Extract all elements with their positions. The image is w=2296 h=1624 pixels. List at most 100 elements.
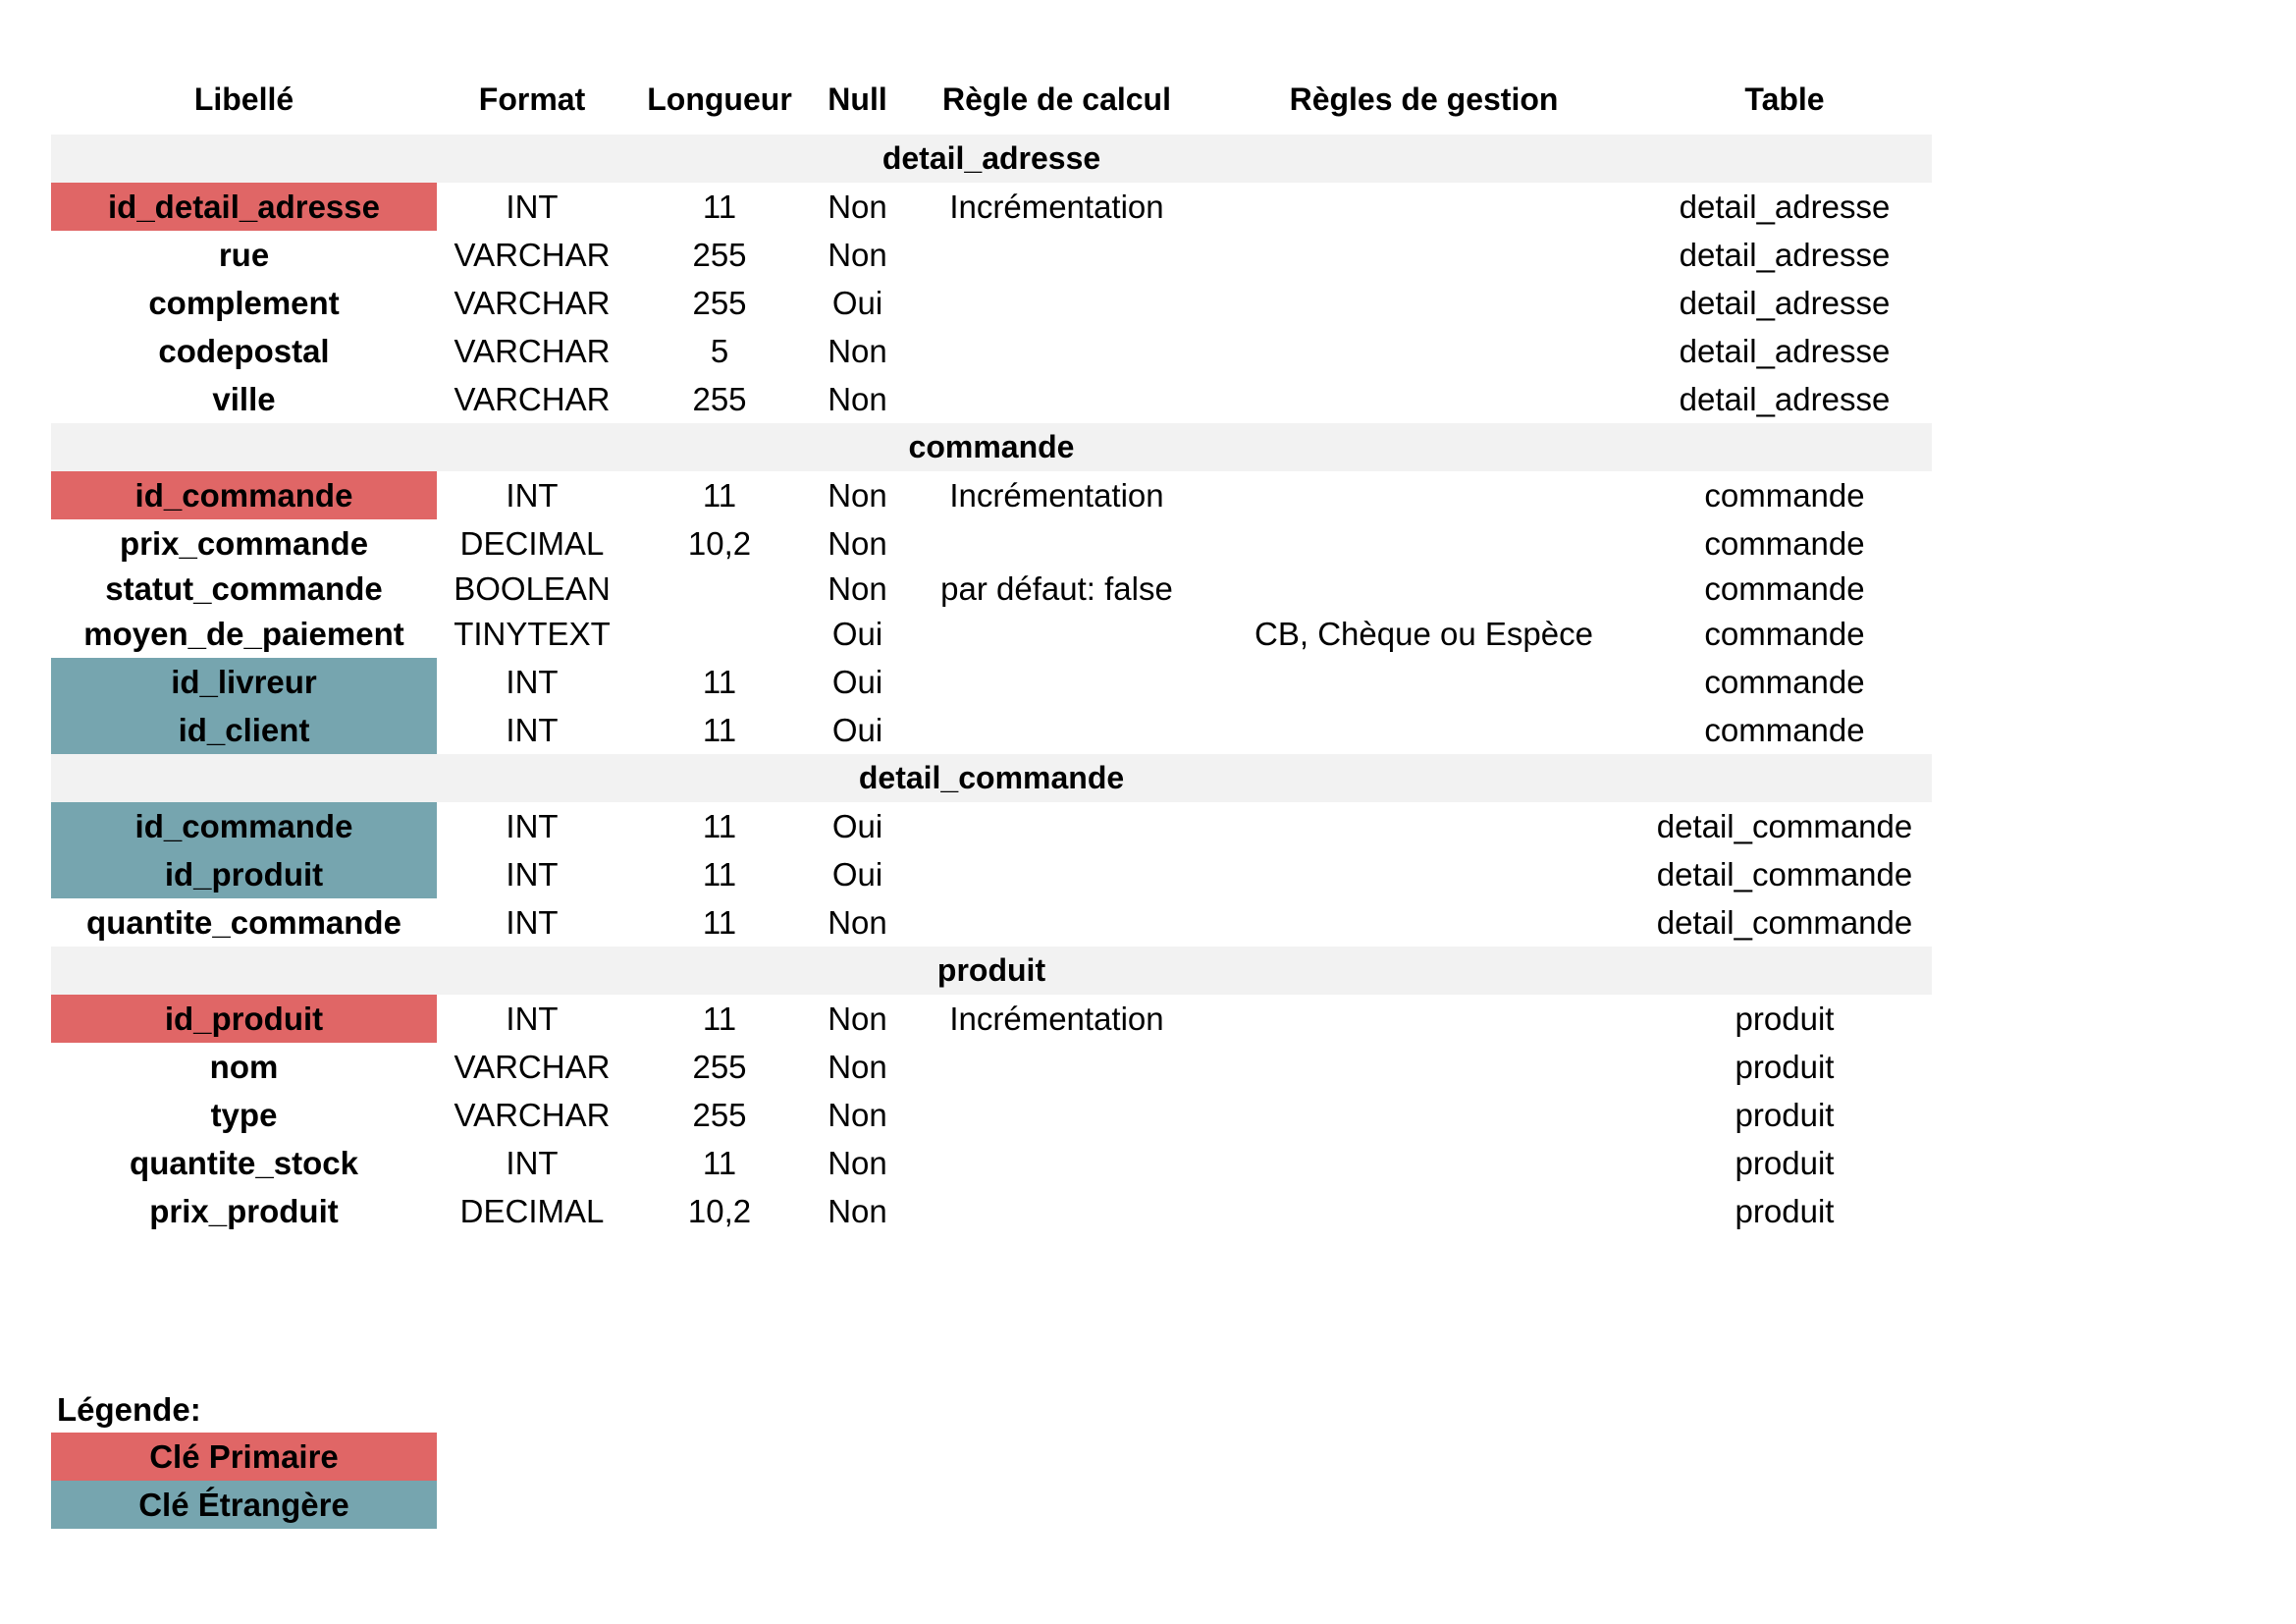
- column-header-longueur: Longueur: [647, 81, 792, 117]
- cell-table: produit: [1735, 1192, 1835, 1229]
- cell-format: INT: [506, 188, 559, 225]
- cell-longueur: 11: [702, 188, 737, 225]
- cell-libelle: prix_produit: [149, 1192, 339, 1229]
- cell-longueur: 11: [702, 855, 737, 893]
- cell-format: VARCHAR: [454, 332, 611, 369]
- cell-table: detail_adresse: [1679, 236, 1891, 273]
- cell-table: produit: [1735, 1000, 1835, 1037]
- column-header-format: Format: [478, 81, 586, 117]
- cell-longueur: [627, 610, 812, 658]
- cell-format: INT: [506, 807, 559, 844]
- legend-primary-key: Clé Primaire: [51, 1433, 437, 1481]
- cell-format: VARCHAR: [454, 1096, 611, 1133]
- cell-regles-gestion: [1210, 1139, 1637, 1187]
- cell-longueur: 11: [702, 476, 737, 514]
- cell-regles-gestion: [1210, 231, 1637, 279]
- cell-regles-gestion: [1210, 568, 1637, 610]
- cell-longueur: 5: [710, 332, 729, 369]
- cell-null: Non: [828, 1144, 887, 1181]
- cell-table: commande: [1704, 615, 1865, 652]
- legend: Légende: Clé Primaire Clé Étrangère: [51, 1387, 437, 1529]
- cell-regle-calcul: par défaut: false: [940, 569, 1173, 607]
- cell-regle-calcul: [903, 898, 1210, 947]
- cell-longueur: 11: [702, 807, 737, 844]
- cell-regles-gestion: [1210, 850, 1637, 898]
- cell-null: Non: [828, 1096, 887, 1133]
- cell-regle-calcul: [903, 327, 1210, 375]
- table-row: rue VARCHAR 255 Non detail_adresse: [51, 231, 1932, 279]
- cell-longueur: 11: [702, 711, 737, 748]
- cell-null: Oui: [831, 807, 883, 844]
- cell-format: INT: [506, 855, 559, 893]
- cell-longueur: 255: [692, 380, 747, 417]
- data-dictionary-table: Libellé Format Longueur Null Règle de ca…: [51, 69, 1932, 1235]
- table-row: prix_commande DECIMAL 10,2 Non commande: [51, 519, 1932, 568]
- cell-regles-gestion: [1210, 375, 1637, 423]
- table-row: id_produit INT 11 Oui detail_commande: [51, 850, 1932, 898]
- cell-regles-gestion: [1210, 706, 1637, 754]
- cell-regle-calcul: [903, 850, 1210, 898]
- cell-table: detail_commande: [1656, 855, 1913, 893]
- section-header-detail-commande: detail_commande: [51, 754, 1932, 802]
- table-row: statut_commande BOOLEAN Non par défaut: fal…: [51, 568, 1932, 610]
- column-header-table: Table: [1744, 81, 1825, 117]
- cell-regle-calcul: [903, 802, 1210, 850]
- legend-title: Légende:: [57, 1391, 201, 1428]
- table-row: type VARCHAR 255 Non produit: [51, 1091, 1932, 1139]
- cell-table: commande: [1704, 524, 1865, 562]
- cell-regle-calcul: Incrémentation: [949, 188, 1164, 225]
- column-header-null: Null: [828, 81, 887, 117]
- cell-regles-gestion: [1210, 802, 1637, 850]
- cell-table: produit: [1735, 1144, 1835, 1181]
- table-header-row: Libellé Format Longueur Null Règle de ca…: [51, 69, 1932, 135]
- cell-format: INT: [506, 663, 559, 700]
- cell-libelle: id_produit: [51, 850, 437, 898]
- cell-table: detail_adresse: [1679, 284, 1891, 321]
- cell-libelle: moyen_de_paiement: [83, 615, 404, 652]
- column-header-regle-calcul: Règle de calcul: [942, 81, 1171, 117]
- cell-regle-calcul: Incrémentation: [949, 1000, 1164, 1037]
- cell-format: VARCHAR: [454, 380, 611, 417]
- cell-format: TINYTEXT: [454, 615, 611, 652]
- cell-regles-gestion: [1210, 1043, 1637, 1091]
- cell-regle-calcul: [903, 1043, 1210, 1091]
- table-body: detail_adresse id_detail_adresse INT 11 Non I…: [51, 135, 1932, 1235]
- cell-libelle: id_produit: [51, 995, 437, 1043]
- cell-regles-gestion: [1210, 995, 1637, 1043]
- cell-longueur: 11: [702, 903, 737, 941]
- cell-regle-calcul: [903, 231, 1210, 279]
- cell-table: detail_commande: [1656, 807, 1913, 844]
- cell-regles-gestion: CB, Chèque ou Espèce: [1255, 615, 1593, 652]
- cell-regle-calcul: Incrémentation: [949, 476, 1164, 514]
- cell-libelle: statut_commande: [105, 569, 383, 607]
- cell-regles-gestion: [1210, 658, 1637, 706]
- table-row: complement VARCHAR 255 Oui detail_adresse: [51, 279, 1932, 327]
- cell-format: VARCHAR: [454, 236, 611, 273]
- cell-format: DECIMAL: [459, 524, 605, 562]
- table-row: id_produit INT 11 Non Incrémentation produit: [51, 995, 1932, 1043]
- legend-foreign-key: Clé Étrangère: [51, 1481, 437, 1529]
- cell-longueur: 11: [702, 1000, 737, 1037]
- cell-null: Oui: [831, 711, 883, 748]
- cell-regle-calcul: [903, 519, 1210, 568]
- cell-regle-calcul: [903, 658, 1210, 706]
- cell-null: Non: [828, 1192, 887, 1229]
- cell-libelle: id_detail_adresse: [51, 183, 437, 231]
- cell-table: produit: [1735, 1096, 1835, 1133]
- cell-regle-calcul: [903, 1139, 1210, 1187]
- section-header-commande: commande: [51, 423, 1932, 471]
- cell-regles-gestion: [1210, 519, 1637, 568]
- table-row: id_client INT 11 Oui commande: [51, 706, 1932, 754]
- cell-format: VARCHAR: [454, 284, 611, 321]
- table-row: ville VARCHAR 255 Non detail_adresse: [51, 375, 1932, 423]
- cell-libelle: type: [210, 1096, 278, 1133]
- cell-table: detail_commande: [1656, 903, 1913, 941]
- column-header-regles-gestion: Règles de gestion: [1289, 81, 1559, 117]
- cell-format: INT: [506, 1000, 559, 1037]
- cell-longueur: 255: [692, 1096, 747, 1133]
- cell-longueur: 10,2: [687, 524, 752, 562]
- cell-null: Oui: [831, 615, 883, 652]
- cell-libelle: id_commande: [51, 471, 437, 519]
- cell-regle-calcul: [903, 610, 1210, 658]
- cell-libelle: prix_commande: [119, 524, 369, 562]
